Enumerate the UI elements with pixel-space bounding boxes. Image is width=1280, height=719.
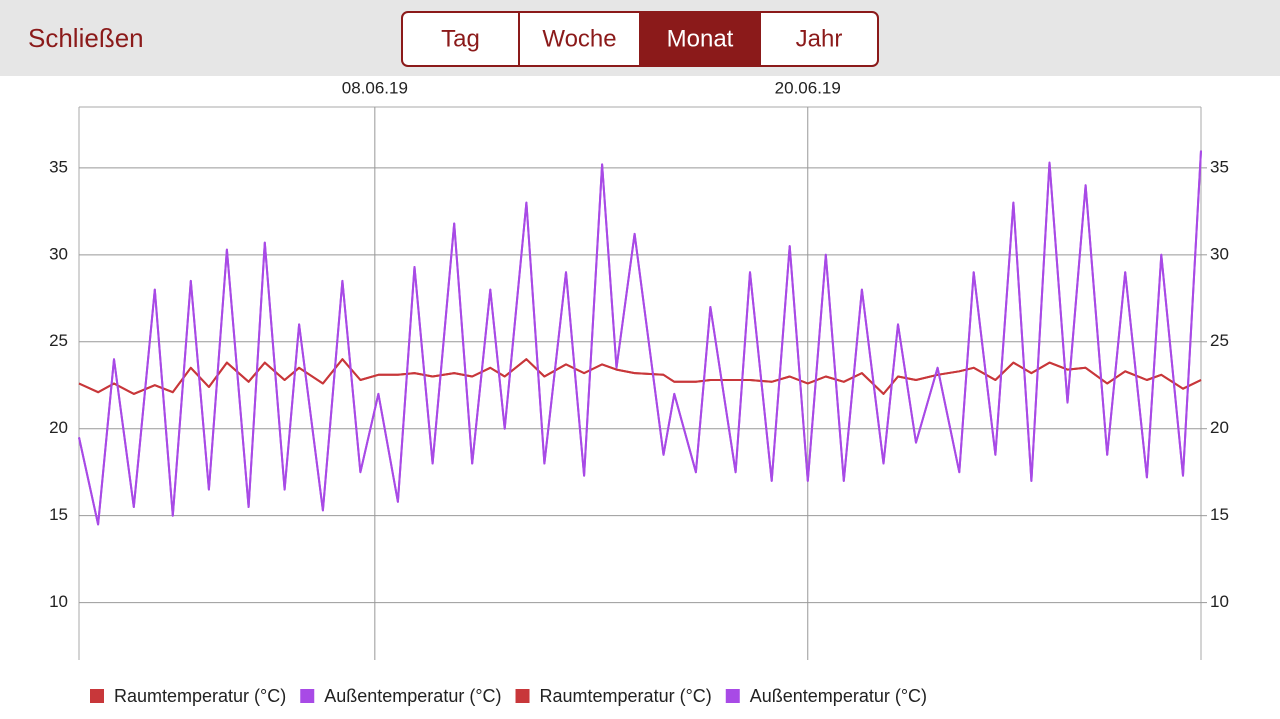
- y-tick-label: 30: [49, 244, 68, 263]
- tab[interactable]: Jahr: [796, 25, 843, 52]
- tab[interactable]: Tag: [441, 25, 480, 52]
- tab[interactable]: Woche: [542, 25, 616, 52]
- y-tick-label: 15: [49, 505, 68, 524]
- series-line: [78, 150, 1202, 526]
- legend-swatch: [300, 689, 315, 703]
- legend-label: Raumtemperatur (°C): [114, 686, 286, 706]
- legend-label: Raumtemperatur (°C): [540, 686, 712, 706]
- close-button[interactable]: Schließen: [28, 23, 144, 53]
- x-tick-label: 08.06.19: [342, 78, 408, 97]
- legend-label: Außentemperatur (°C): [324, 686, 501, 706]
- y2-tick-label: 35: [1210, 157, 1229, 176]
- tab[interactable]: Monat: [667, 25, 734, 52]
- y2-tick-label: 30: [1210, 244, 1229, 263]
- series-line: [78, 358, 1202, 395]
- tab-selected-bg: [640, 12, 760, 66]
- y-tick-label: 10: [49, 592, 68, 611]
- y2-tick-label: 25: [1210, 331, 1229, 350]
- series-line: [78, 358, 1202, 395]
- y-tick-label: 35: [49, 157, 68, 176]
- y-tick-label: 25: [49, 331, 68, 350]
- y2-tick-label: 10: [1210, 592, 1229, 611]
- legend-label: Außentemperatur (°C): [750, 686, 927, 706]
- y2-tick-label: 20: [1210, 418, 1229, 437]
- y-tick-label: 20: [49, 418, 68, 437]
- y2-tick-label: 15: [1210, 505, 1229, 524]
- x-tick-label: 20.06.19: [775, 78, 841, 97]
- legend-swatch: [90, 689, 104, 703]
- legend-swatch: [515, 689, 530, 703]
- legend-swatch: [725, 689, 740, 703]
